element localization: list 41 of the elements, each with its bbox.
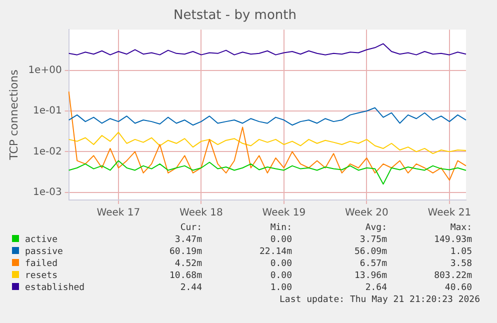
legend-label: active bbox=[24, 234, 59, 246]
text: 1.00 bbox=[269, 282, 292, 294]
text: 0.00 bbox=[269, 258, 292, 270]
text: 40.60 bbox=[444, 282, 472, 294]
x-tick-label: Week 20 bbox=[345, 208, 388, 219]
text: 3.58 bbox=[449, 258, 472, 270]
x-tick-label: Week 19 bbox=[262, 208, 306, 219]
text: 3.75m bbox=[358, 234, 387, 246]
x-tick-label: Week 17 bbox=[96, 208, 140, 219]
text: 10.68m bbox=[168, 270, 202, 282]
text: Last update: Thu May 21 21:20:23 2026 bbox=[278, 294, 480, 306]
text: 13.96m bbox=[353, 270, 387, 282]
y-tick-label: 1e-03 bbox=[32, 186, 62, 198]
legend-label: established bbox=[24, 282, 86, 294]
legend-label: passive bbox=[24, 246, 64, 258]
y-tick-label: 1e+00 bbox=[28, 64, 62, 76]
text: 1.05 bbox=[449, 246, 472, 258]
text: 3.47m bbox=[174, 234, 202, 246]
text: 22.14m bbox=[258, 246, 292, 258]
text: 2.44 bbox=[179, 282, 202, 294]
text: Avg: bbox=[364, 222, 387, 234]
text: 2.64 bbox=[364, 282, 387, 294]
text: 803.22m bbox=[433, 270, 472, 282]
text: 60.19m bbox=[168, 246, 202, 258]
text: 56.09m bbox=[353, 246, 387, 258]
x-tick-label: Week 21 bbox=[428, 208, 472, 219]
x-tick-label: Week 18 bbox=[180, 208, 223, 219]
text: 0.00 bbox=[269, 234, 292, 246]
text: 6.57m bbox=[358, 258, 387, 270]
text: 149.93m bbox=[433, 234, 472, 246]
chart-title: Netstat - by month bbox=[174, 8, 296, 24]
y-tick-label: 1e-02 bbox=[32, 146, 62, 158]
text: 4.52m bbox=[174, 258, 202, 270]
text: Max: bbox=[449, 222, 472, 234]
legend-label: resets bbox=[24, 270, 59, 282]
legend-label: failed bbox=[24, 258, 59, 270]
text: Cur: bbox=[179, 222, 202, 234]
y-axis-title: TCP connections bbox=[7, 69, 20, 161]
text: Min: bbox=[269, 222, 292, 234]
y-tick-label: 1e-01 bbox=[32, 106, 62, 117]
text: 0.00 bbox=[269, 270, 292, 282]
